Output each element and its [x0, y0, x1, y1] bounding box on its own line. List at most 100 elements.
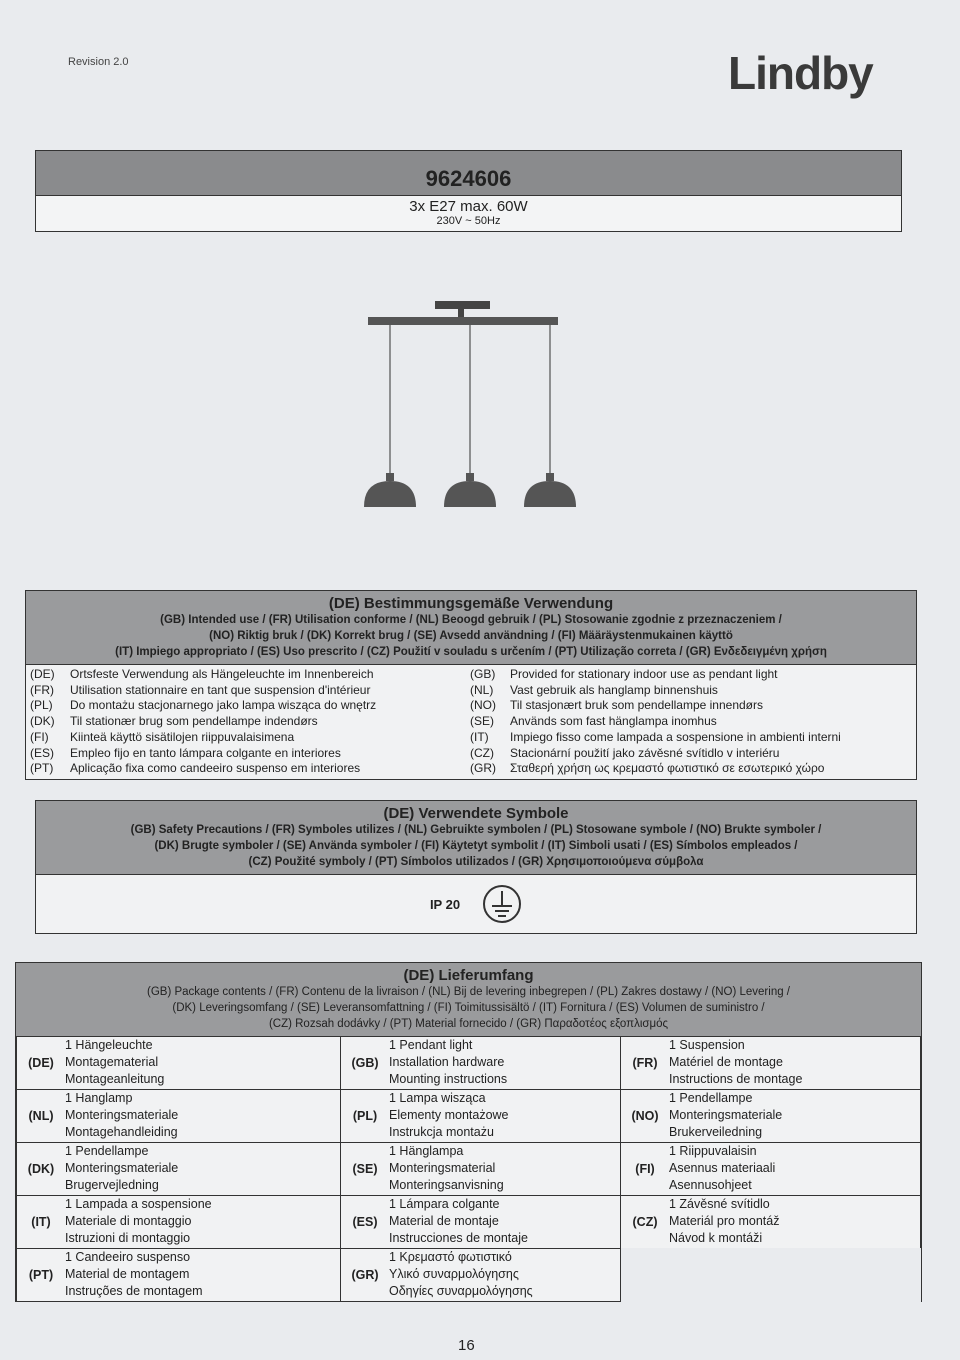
usage-text: Empleo fijo en tanto lámpara colgante en…	[70, 745, 341, 760]
section-subtitle: (CZ) Použité symboly / (PT) Símbolos uti…	[248, 856, 704, 868]
package-contents-section: (DE) Lieferumfang (GB) Package contents …	[15, 962, 922, 1302]
protective-earth-icon	[483, 885, 522, 923]
section-subtitle: (GB) Safety Precautions / (FR) Symboles …	[130, 824, 822, 836]
package-item: 1 Lampa wisząca	[389, 1091, 486, 1105]
usage-text: Utilisation stationnaire en tant que sus…	[70, 682, 371, 697]
package-item: Οδηγίες συναρμολόγησης	[389, 1284, 533, 1298]
language-code: (PL)	[352, 1108, 378, 1123]
package-item: Instructions de montage	[669, 1072, 803, 1086]
usage-text: Impiego fisso come lampada a sospensione…	[510, 729, 841, 744]
language-code: (PL)	[30, 698, 53, 713]
package-items: 1 Candeeiro suspenso Material de montagem…	[65, 1249, 203, 1301]
usage-text: Vast gebruik als hanglamp binnenshuis	[510, 682, 718, 697]
revision-label: Revision 2.0	[68, 56, 129, 68]
usage-text: Σταθερή χρήση ως κρεμαστό φωτιστικό σε ε…	[510, 761, 825, 776]
usage-text: Til stationær brug som pendellampe inden…	[70, 714, 318, 729]
package-item: 1 Κρεμαστό φωτιστικό	[389, 1250, 512, 1264]
package-item: 1 Suspension	[669, 1038, 745, 1052]
package-item: Montagehandleiding	[65, 1125, 178, 1139]
package-items: 1 Lámpara colgante Material de montaje Ins…	[389, 1196, 528, 1248]
language-code: (DK)	[27, 1161, 55, 1176]
package-item: Instruções de montagem	[65, 1284, 203, 1298]
product-number: 9624606	[36, 151, 901, 196]
language-code: (PT)	[30, 761, 54, 776]
package-item: 1 Lampada a sospensione	[65, 1197, 212, 1211]
section-subtitle: (IT) Impiego appropriato / (ES) Uso pres…	[115, 646, 827, 658]
package-item: 1 Hängeleuchte	[65, 1038, 153, 1052]
intended-use-section: (DE) Bestimmungsgemäße Verwendung (GB) I…	[25, 590, 917, 780]
language-code: (ES)	[30, 745, 54, 760]
usage-text: Kiinteä käyttö sisätilojen riippuvalaisi…	[70, 729, 295, 744]
package-item: Elementy montażowe	[389, 1108, 509, 1122]
symbols-section: (DE) Verwendete Symbole (GB) Safety Prec…	[35, 800, 917, 934]
package-item: Monteringsmateriale	[65, 1108, 179, 1122]
package-cell: (FI) 1 Riippuvalaisin Asennus materiaali As…	[621, 1142, 921, 1195]
package-item: 1 Candeeiro suspenso	[65, 1250, 191, 1264]
usage-text: Används som fast hänglampa inomhus	[510, 714, 717, 729]
language-code: (FR)	[632, 1055, 658, 1070]
package-item: Monteringsmaterial	[389, 1161, 496, 1175]
package-items: 1 Pendellampe Monteringsmateriale Brukerve…	[669, 1090, 782, 1142]
package-items: 1 Lampa wisząca Elementy montażowe Instruk…	[389, 1090, 509, 1142]
package-item: Monteringsanvisning	[389, 1178, 504, 1192]
language-code: (DE)	[30, 667, 55, 681]
section-subtitle: (NO) Riktig bruk / (DK) Korrekt brug / (…	[209, 630, 733, 642]
package-cell: (FR) 1 Suspension Matériel de montage Instr…	[621, 1036, 921, 1089]
package-item: Mounting instructions	[389, 1072, 508, 1086]
language-code: (NL)	[470, 682, 494, 697]
package-cell: (PL) 1 Lampa wisząca Elementy montażowe Ins…	[341, 1089, 621, 1142]
pendant-lamp-illustration	[364, 301, 576, 507]
usage-text: Ortsfeste Verwendung als Hängeleuchte im…	[70, 667, 374, 681]
language-code: (FI)	[30, 729, 49, 744]
package-cell: (GB) 1 Pendant light Installation hardware…	[341, 1036, 621, 1089]
ip-rating: IP 20	[429, 896, 461, 912]
package-item: Materiál pro montáž	[669, 1214, 780, 1228]
language-code: (GB)	[351, 1055, 379, 1070]
package-item: Materiale di montaggio	[65, 1214, 192, 1228]
product-box: 9624606 3x E27 max. 60W 230V ~ 50Hz	[35, 150, 902, 232]
product-spec: 3x E27 max. 60W	[409, 198, 528, 215]
language-code: (GB)	[470, 667, 496, 681]
package-items: 1 Pendellampe Monteringsmateriale Brugerve…	[65, 1143, 178, 1195]
package-item: Monteringsmateriale	[65, 1161, 179, 1175]
section-subtitle: (DK) Brugte symboler / (SE) Använda symb…	[154, 840, 798, 852]
section-title: (DE) Bestimmungsgemäße Verwendung	[328, 595, 614, 612]
language-code: (DE)	[28, 1055, 54, 1070]
package-item: Istruzioni di montaggio	[65, 1231, 191, 1245]
package-items: 1 Suspension Matériel de montage Instructi…	[669, 1037, 802, 1089]
usage-text: Aplicação fixa como candeeiro suspenso e…	[70, 761, 361, 776]
package-item: 1 Hanglamp	[65, 1091, 133, 1105]
package-item: Brugervejledning	[65, 1178, 159, 1192]
package-item: 1 Pendant light	[389, 1038, 473, 1052]
section-title: (DE) Verwendete Symbole	[383, 805, 569, 822]
package-item: 1 Pendellampe	[669, 1091, 753, 1105]
package-item: Material de montagem	[65, 1267, 190, 1281]
package-cell: (DE) 1 Hängeleuchte Montagematerial Montage…	[16, 1036, 341, 1089]
package-item: Instrucciones de montaje	[389, 1231, 528, 1245]
package-cell: (IT) 1 Lampada a sospensione Materiale di …	[16, 1195, 341, 1248]
package-item: Asennus materiaali	[669, 1161, 776, 1175]
language-code: (ES)	[352, 1214, 378, 1229]
package-item: 1 Závěsné svítidlo	[669, 1197, 770, 1211]
package-item: Installation hardware	[389, 1055, 505, 1069]
page-number: 16	[458, 1337, 475, 1354]
package-items: 1 Riippuvalaisin Asennus materiaali Asennu…	[669, 1143, 775, 1195]
usage-text: Til stasjonært bruk som pendellampe inne…	[510, 698, 764, 713]
package-items: 1 Pendant light Installation hardware Moun…	[389, 1037, 507, 1089]
usage-table: (DE) Ortsfeste Verwendung als Hängeleucht…	[26, 665, 916, 779]
package-item: Brukerveiledning	[669, 1125, 763, 1139]
section-subtitle: (DK) Leveringsomfang / (SE) Leveransomfa…	[172, 1002, 765, 1014]
language-code: (IT)	[470, 729, 489, 744]
language-code: (NL)	[28, 1108, 54, 1123]
product-power: 230V ~ 50Hz	[436, 215, 501, 227]
package-cell: (PT) 1 Candeeiro suspenso Material de mont…	[16, 1248, 341, 1302]
package-item: 1 Pendellampe	[65, 1144, 149, 1158]
language-code: (DK)	[30, 714, 55, 729]
language-code: (CZ)	[470, 745, 494, 760]
package-item: 1 Hänglampa	[389, 1144, 464, 1158]
language-code: (FI)	[635, 1161, 655, 1176]
package-item: Monteringsmateriale	[669, 1108, 783, 1122]
usage-text: Stacionární použití jako závěsné svítidl…	[510, 745, 780, 760]
package-cell: (ES) 1 Lámpara colgante Material de montaj…	[341, 1195, 621, 1248]
package-item: 1 Riippuvalaisin	[669, 1144, 757, 1158]
